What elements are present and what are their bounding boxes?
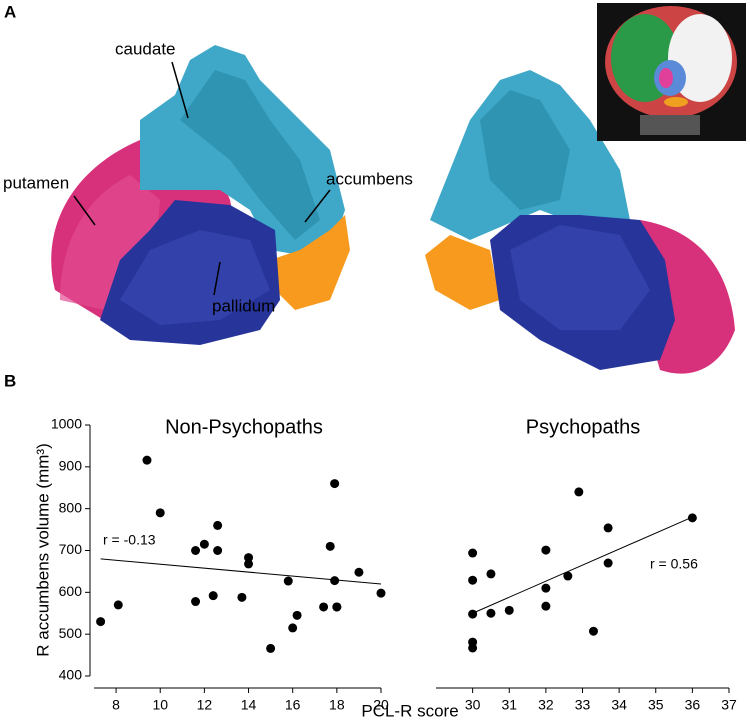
data-point (213, 546, 223, 555)
x-tick-label: 18 (329, 697, 345, 713)
x-tick-label: 36 (685, 697, 701, 713)
pointer-lines (73, 61, 331, 296)
brain-render (51, 3, 746, 374)
data-point (687, 513, 697, 523)
data-point (376, 588, 386, 598)
data-point (142, 455, 152, 465)
data-point (191, 597, 201, 607)
data-point (330, 479, 340, 489)
data-point (237, 592, 247, 602)
data-point (330, 576, 340, 586)
x-tick-label: 30 (465, 697, 481, 713)
y-tick-label: 500 (59, 625, 83, 641)
x-tick-label: 12 (197, 697, 213, 713)
data-point (468, 609, 478, 619)
x-tick-label: 8 (112, 697, 120, 713)
data-point (504, 605, 514, 615)
data-point (468, 575, 478, 585)
data-point (468, 548, 478, 558)
data-point (541, 583, 551, 593)
data-point (563, 571, 573, 581)
data-point (191, 546, 201, 555)
x-tick-label: 20 (373, 697, 389, 713)
x-tick-label: 14 (241, 697, 257, 713)
data-point (319, 602, 329, 612)
data-point (541, 601, 551, 611)
correlation-label: r = 0.56 (650, 556, 698, 572)
x-axis-label: PCL-R score (361, 701, 458, 720)
data-point (208, 591, 218, 601)
data-point (354, 567, 364, 577)
data-point (113, 600, 123, 610)
data-point (96, 617, 106, 627)
y-tick-label: 900 (59, 458, 83, 474)
x-tick-label: 33 (575, 697, 591, 713)
structure-label: caudate (115, 39, 176, 58)
data-point (283, 576, 293, 586)
data-point (486, 569, 496, 579)
fit-line (472, 516, 693, 614)
panel-label: B (4, 371, 16, 390)
data-point (199, 539, 209, 549)
structure-label: putamen (3, 173, 69, 192)
chart-title: Non-Psychopaths (165, 416, 323, 438)
data-point (574, 487, 584, 497)
data-point (244, 553, 254, 563)
y-tick-label: 700 (59, 541, 83, 557)
x-tick-label: 16 (285, 697, 301, 713)
data-point (603, 523, 613, 533)
y-axis-label: R accumbens volume (mm³) (33, 443, 52, 657)
data-point (468, 643, 478, 653)
y-tick-label: 400 (59, 667, 83, 683)
chart-title: Psychopaths (526, 416, 641, 438)
x-tick-label: 37 (721, 697, 737, 713)
y-tick-label: 600 (59, 583, 83, 599)
y-tick-label: 800 (59, 499, 83, 515)
structure-label: accumbens (326, 169, 413, 188)
data-point (244, 559, 254, 569)
data-point (292, 610, 302, 620)
data-point (486, 608, 496, 618)
data-point (588, 626, 598, 636)
x-tick-label: 35 (648, 697, 664, 713)
correlation-label: r = -0.13 (103, 532, 156, 548)
x-tick-label: 32 (538, 697, 554, 713)
data-point (332, 602, 342, 612)
data-point (603, 558, 613, 568)
x-tick-label: 34 (611, 697, 627, 713)
x-tick-label: 10 (152, 697, 168, 713)
data-point (155, 508, 165, 518)
panel-label: A (4, 2, 16, 21)
data-point (288, 623, 298, 633)
data-point (266, 643, 276, 653)
structure-label: pallidum (212, 296, 275, 315)
x-tick-label: 31 (501, 697, 517, 713)
data-point (541, 545, 551, 555)
data-point (213, 520, 223, 530)
y-tick-label: 1000 (51, 416, 82, 432)
data-point (325, 541, 335, 551)
